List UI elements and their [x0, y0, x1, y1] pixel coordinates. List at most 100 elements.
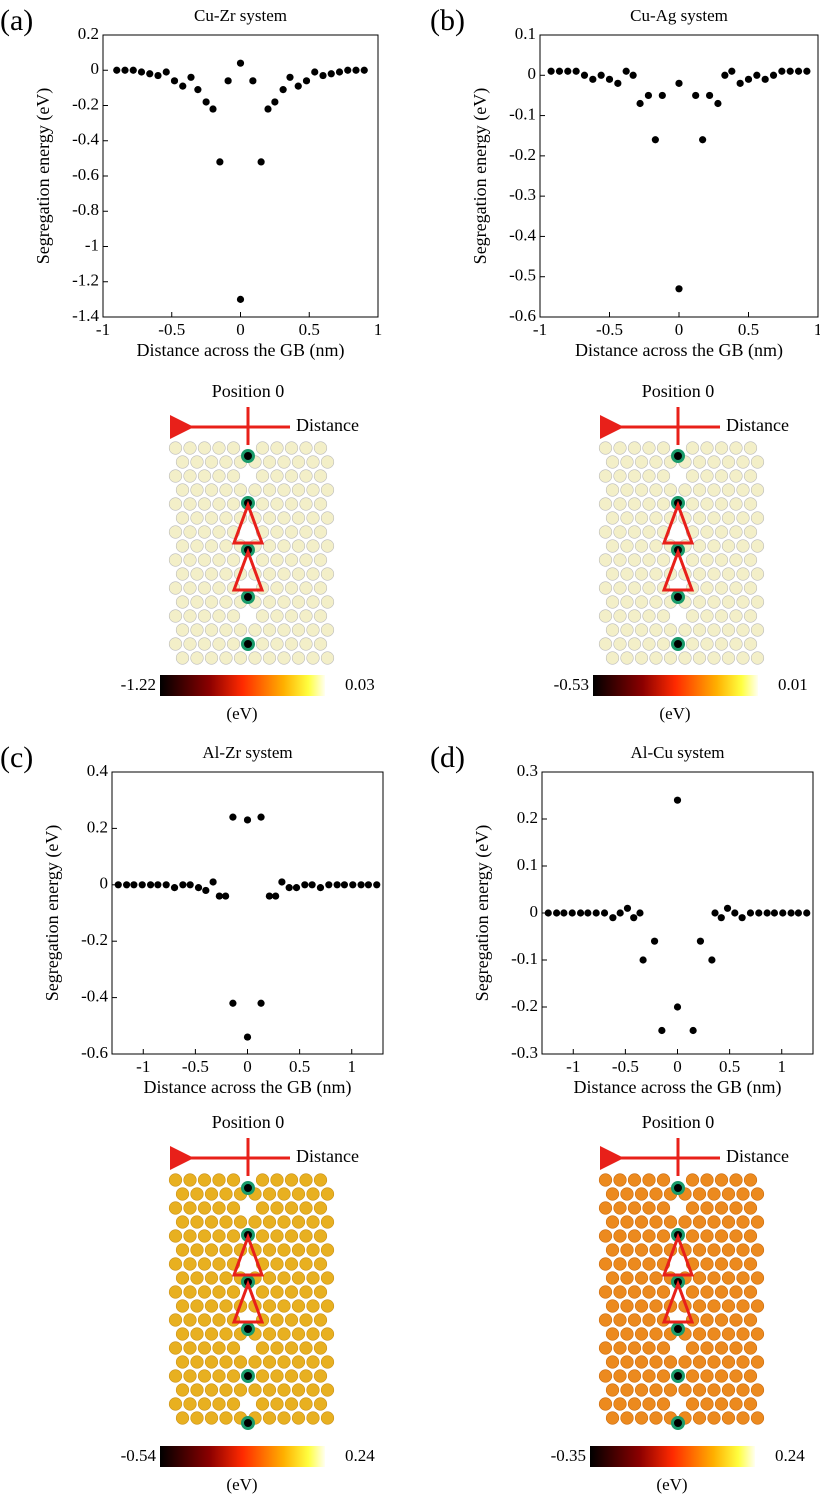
atom — [663, 483, 678, 497]
atom — [649, 1243, 663, 1257]
atom — [656, 1229, 671, 1243]
atom — [183, 497, 197, 511]
atom — [692, 455, 707, 469]
atom — [212, 553, 226, 567]
data-point — [186, 881, 194, 889]
data-point — [301, 881, 309, 889]
atom — [714, 1341, 729, 1355]
atom — [649, 1411, 663, 1425]
atom — [168, 637, 183, 651]
atom — [204, 1355, 219, 1369]
atom — [277, 1327, 291, 1341]
atom — [313, 1397, 328, 1411]
gb-atom — [241, 637, 255, 651]
atom — [262, 1355, 277, 1369]
atom — [685, 1397, 700, 1411]
atom — [204, 1187, 219, 1201]
atom — [707, 1327, 721, 1341]
atom — [714, 1257, 729, 1271]
atom — [306, 595, 320, 609]
atom — [743, 1397, 758, 1411]
atom — [692, 1215, 707, 1229]
atom — [277, 1411, 291, 1425]
atom — [743, 1341, 758, 1355]
atomic-structure — [168, 1173, 335, 1430]
data-point — [194, 884, 203, 892]
atom — [204, 455, 219, 469]
atom — [605, 539, 620, 553]
atom — [284, 609, 299, 623]
atom — [190, 1243, 204, 1257]
atom — [649, 567, 663, 581]
atom — [750, 623, 765, 637]
atom — [320, 1215, 335, 1229]
data-point — [278, 878, 286, 886]
atom — [277, 651, 291, 665]
structural-unit — [231, 547, 265, 592]
atom — [721, 1411, 736, 1425]
gb-atom — [671, 1416, 685, 1430]
data-point — [265, 892, 273, 900]
atom — [168, 441, 183, 455]
colorbar-min: -0.54 — [121, 1446, 157, 1465]
atom — [736, 1383, 750, 1397]
atom — [598, 441, 613, 455]
atom — [299, 1229, 313, 1243]
data-point — [705, 91, 714, 100]
atom — [605, 1299, 620, 1313]
atom — [743, 525, 758, 539]
chart-panel: (a) Cu-Zr system0.20-0.2-0.4-0.6-0.8-1-1.… — [0, 4, 382, 723]
atom — [183, 1397, 197, 1411]
data-point — [699, 136, 707, 144]
data-point — [360, 66, 368, 74]
atom — [736, 511, 750, 525]
atom — [627, 1257, 642, 1271]
atom — [700, 581, 714, 595]
atom — [291, 455, 306, 469]
atom — [642, 497, 656, 511]
data-point — [333, 881, 341, 889]
atom — [707, 1383, 721, 1397]
atom — [750, 455, 765, 469]
data-point — [249, 77, 257, 85]
atom — [627, 1285, 642, 1299]
atom — [190, 1299, 204, 1313]
atom — [634, 1355, 649, 1369]
atom — [729, 469, 743, 483]
atom — [707, 1215, 721, 1229]
atom — [613, 497, 627, 511]
atom — [175, 455, 190, 469]
atom — [598, 469, 613, 483]
colorbar-max: 0.01 — [778, 675, 808, 694]
atom — [277, 1271, 291, 1285]
atom — [736, 455, 750, 469]
atom — [270, 1313, 284, 1327]
atom — [736, 567, 750, 581]
panel-label: (d) — [430, 741, 465, 774]
atom — [620, 539, 634, 553]
atom — [291, 1383, 306, 1397]
data-point — [717, 914, 725, 922]
atom — [750, 595, 765, 609]
x-tick-label: 0 — [673, 1057, 682, 1076]
atom — [168, 1397, 183, 1411]
atom — [613, 1369, 627, 1383]
atom — [299, 1341, 313, 1355]
atom — [284, 637, 299, 651]
atom — [692, 567, 707, 581]
atom — [649, 623, 663, 637]
atom — [700, 1313, 714, 1327]
atom — [634, 595, 649, 609]
atom — [277, 1383, 291, 1397]
atom — [714, 553, 729, 567]
atom — [233, 623, 248, 637]
data-point — [658, 91, 666, 100]
atom — [212, 1341, 226, 1355]
atom — [197, 497, 212, 511]
atom — [168, 525, 183, 539]
atom — [190, 539, 204, 553]
atom — [656, 1201, 671, 1215]
atom — [627, 581, 642, 595]
atom — [736, 1215, 750, 1229]
atom — [721, 1243, 736, 1257]
